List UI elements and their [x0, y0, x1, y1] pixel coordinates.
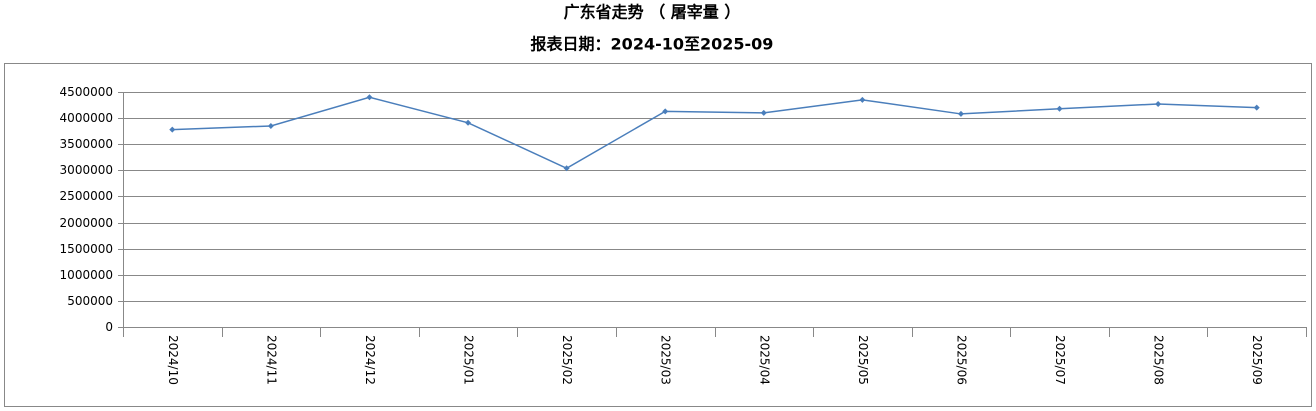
marker: [169, 126, 176, 133]
chart-title: 广东省走势 （ 屠宰量 ）: [564, 3, 741, 22]
y-tick-label: 3000000: [60, 163, 113, 177]
x-tick-label: 2025/02: [560, 335, 574, 385]
y-tick-label: 4500000: [60, 85, 113, 99]
chart-frame: [4, 63, 1312, 407]
y-tick-label: 2500000: [60, 189, 113, 203]
y-tick-label: 1000000: [60, 268, 113, 282]
x-tick-label: 2025/03: [659, 335, 673, 385]
marker: [563, 165, 570, 172]
marker: [859, 96, 866, 103]
marker: [760, 109, 767, 116]
y-tick-label: 0: [105, 320, 113, 334]
y-tick-label: 4000000: [60, 111, 113, 125]
x-tick-label: 2025/07: [1053, 335, 1067, 385]
marker: [957, 110, 964, 117]
marker: [1056, 105, 1063, 112]
marker: [366, 94, 373, 101]
marker: [1253, 104, 1260, 111]
x-tick-label: 2025/06: [954, 335, 968, 385]
x-tick-label: 2025/04: [757, 335, 771, 385]
x-tick-label: 2024/10: [166, 335, 180, 385]
x-tick-label: 2024/11: [264, 335, 278, 385]
x-tick-label: 2025/05: [856, 335, 870, 385]
y-tick-label: 2000000: [60, 216, 113, 230]
x-tick-label: 2024/12: [363, 335, 377, 385]
marker: [267, 122, 274, 129]
y-tick-label: 500000: [67, 294, 113, 308]
marker: [1155, 101, 1162, 108]
line: [172, 96, 1257, 170]
y-tick-label: 3500000: [60, 137, 113, 151]
x-tick-label: 2025/01: [462, 335, 476, 385]
marker: [662, 108, 669, 115]
marker: [465, 119, 472, 126]
x-tick-label: 2025/09: [1250, 335, 1264, 385]
chart-subtitle: 报表日期：2024-10至2025-09: [531, 35, 774, 54]
x-tick-label: 2025/08: [1152, 335, 1166, 385]
y-tick-label: 1500000: [60, 242, 113, 256]
